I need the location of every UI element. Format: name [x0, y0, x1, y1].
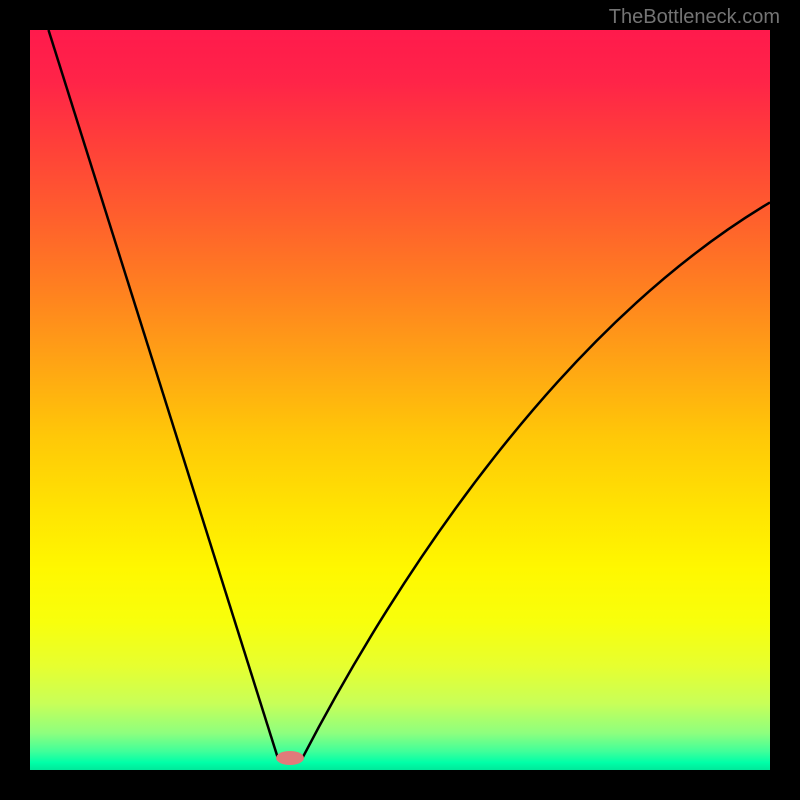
watermark-text: TheBottleneck.com — [609, 6, 780, 29]
right-curve — [302, 202, 770, 758]
plot-area — [30, 30, 770, 770]
left-curve — [49, 30, 278, 758]
curve-overlay — [30, 30, 770, 770]
